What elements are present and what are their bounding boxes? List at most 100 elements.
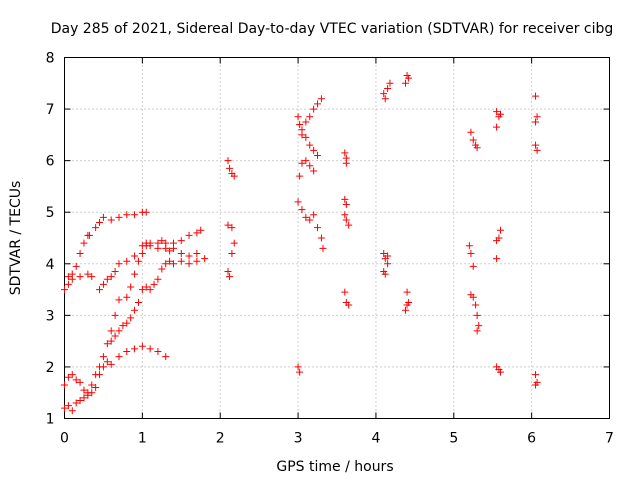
data-point-marker [469,293,477,301]
data-point-marker [185,260,193,268]
series-track-a [61,208,150,294]
data-point-marker [72,376,80,384]
data-point-marker [131,306,139,314]
data-points [61,72,541,415]
data-point-marker [96,286,104,294]
data-point-marker [61,404,68,412]
data-point-marker [310,146,318,154]
data-point-marker [146,286,154,294]
data-point-marker [402,79,410,87]
x-tick-label: 7 [605,431,614,447]
series-cluster-3.6h [341,149,353,309]
data-point-marker [115,260,123,268]
series-track-c [61,237,201,415]
data-point-marker [80,394,88,402]
y-tick-label: 8 [46,51,55,67]
data-point-marker [177,249,185,257]
data-point-marker [138,249,146,257]
data-point-marker [170,239,177,247]
plot-frame [64,57,610,419]
data-point-marker [127,314,135,322]
data-point-marker [64,280,72,288]
data-point-marker [111,268,119,276]
data-point-marker [310,167,318,175]
data-point-marker [61,286,68,294]
data-point-marker [302,118,310,126]
data-point-marker [384,84,392,92]
data-point-marker [107,360,115,368]
data-point-marker [497,110,504,118]
data-point-marker [226,273,234,281]
data-point-marker [92,224,100,232]
data-point-marker [123,211,131,219]
data-point-marker [403,288,411,296]
data-point-marker [224,268,232,276]
data-point-marker [162,260,170,268]
series-cluster-3.0h [294,95,327,376]
data-point-marker [170,260,177,268]
data-point-marker [123,319,131,327]
y-tick-label: 7 [46,102,55,118]
data-point-marker [294,198,302,206]
data-point-marker [226,164,234,172]
data-point-marker [96,219,104,227]
data-point-marker [88,381,96,389]
x-tick-label: 1 [138,431,147,447]
data-point-marker [193,257,201,265]
data-point-marker [380,249,388,257]
data-point-marker [154,275,162,283]
data-point-marker [224,221,232,229]
data-point-marker [185,231,193,239]
x-tick-label: 5 [449,431,458,447]
data-point-marker [473,327,481,335]
data-point-marker [154,347,162,355]
data-point-marker [386,79,394,87]
data-point-marker [465,242,473,250]
data-point-marker [475,322,483,330]
x-tick-label: 4 [371,431,380,447]
data-point-marker [88,273,96,281]
data-point-marker [99,280,107,288]
data-point-marker [76,378,84,386]
data-point-marker [302,133,310,141]
data-point-marker [405,74,413,82]
data-point-marker [341,288,349,296]
data-point-marker [107,273,115,281]
data-point-marker [158,237,166,245]
data-point-marker [72,262,80,270]
data-point-marker [142,239,150,247]
data-point-marker [88,389,96,397]
data-point-marker [107,327,115,335]
data-point-marker [131,270,139,278]
data-point-marker [314,224,322,232]
data-point-marker [342,159,350,167]
data-point-marker [381,95,389,103]
data-point-marker [342,200,350,208]
data-point-marker [533,146,541,154]
data-point-marker [76,249,84,257]
data-point-marker [68,371,76,379]
data-point-marker [193,249,201,257]
data-point-marker [61,381,68,389]
data-point-marker [119,322,127,330]
data-point-marker [294,113,302,121]
data-point-marker [84,270,92,278]
data-point-marker [123,293,131,301]
data-point-marker [138,286,146,294]
data-point-marker [107,337,115,345]
data-point-marker [469,136,477,144]
data-point-marker [127,283,135,291]
data-point-marker [131,345,139,353]
data-point-marker [162,353,170,361]
data-point-marker [294,363,302,371]
data-point-marker [138,242,146,250]
data-point-marker [103,358,111,366]
data-point-marker [317,95,325,103]
data-point-marker [319,244,327,252]
data-point-marker [84,231,92,239]
data-point-marker [473,311,481,319]
data-point-marker [495,234,503,242]
data-point-marker [345,301,353,309]
